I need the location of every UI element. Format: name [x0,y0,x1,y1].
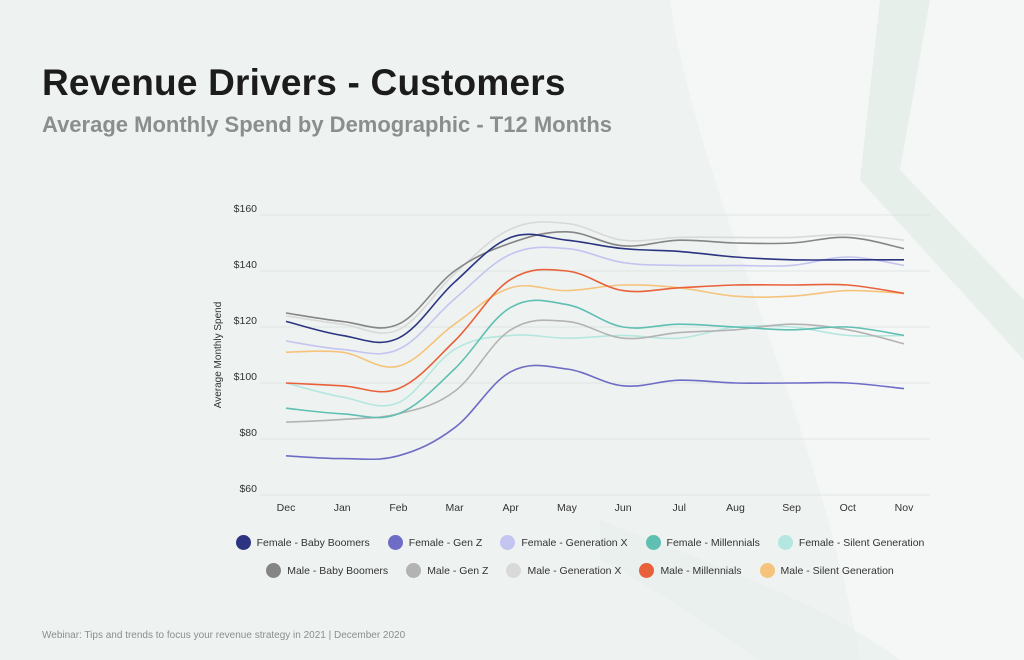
page-title: Revenue Drivers - Customers [42,62,566,103]
legend-item: Female - Gen Z [387,535,483,550]
y-tick-label: $80 [239,427,257,439]
footer-text: Webinar: Tips and trends to focus your r… [42,630,406,641]
series-line-female-generation-x [285,246,905,355]
legend-item: Male - Silent Generation [759,563,894,578]
x-tick-label: Jan [334,502,351,514]
legend-label: Male - Gen Z [427,564,489,577]
series-line-male-millennials [285,268,905,393]
y-tick-label: $160 [234,203,258,215]
legend-label: Female - Generation X [521,536,628,549]
series-line-male-baby-boomers [285,230,905,329]
line-chart: $60 $80 $100 $120 $140 $160 Dec Jan Feb Mar Apr May… [213,203,930,514]
legend-label: Male - Generation X [527,564,622,577]
legend-label: Male - Millennials [660,564,742,577]
series-line-male-silent-generation [285,284,905,368]
series-line-male-generation-x [285,221,905,334]
legend-item: Female - Millennials [645,535,760,550]
x-tick-label: Aug [726,502,745,514]
x-tick-label: Feb [389,502,407,514]
legend-item: Male - Baby Boomers [266,563,388,578]
y-tick-label: $100 [234,371,258,383]
y-axis-label: Average Monthly Spend [213,302,224,409]
legend-label: Female - Silent Generation [798,536,925,549]
x-tick-label: Sep [782,502,801,514]
legend-row-male: Male - Baby Boomers Male - Gen Z Male - Ge… [230,563,930,578]
legend-label: Female - Baby Boomers [256,536,370,549]
legend-item: Female - Silent Generation [777,535,925,550]
legend-label: Male - Silent Generation [780,564,894,577]
legend-item: Male - Gen Z [406,563,488,578]
legend-swatch [759,563,775,578]
y-tick-label: $140 [234,259,258,271]
x-tick-label: Oct [840,502,856,514]
legend-item: Male - Millennials [639,563,742,578]
y-tick-label: $120 [234,315,258,327]
legend-swatch [500,535,516,550]
legend-swatch [639,563,655,578]
page-subtitle: Average Monthly Spend by Demographic - T… [42,112,613,137]
legend-swatch [266,563,282,578]
legend-swatch [235,535,251,550]
series-line-female-silent-generation [285,324,905,407]
series-line-female-millennials [285,299,905,419]
legend-label: Female - Gen Z [408,536,483,549]
legend-label: Female - Millennials [666,536,760,549]
series-line-female-gen-z [285,364,905,461]
legend-item: Male - Generation X [506,563,621,578]
legend-swatch [506,563,522,578]
series-line-female-baby-boomers [285,233,904,344]
x-tick-label: May [557,502,578,514]
legend-swatch [406,563,422,578]
x-tick-label: Mar [445,502,464,514]
x-tick-label: Jun [615,502,632,514]
legend-swatch [645,535,661,550]
y-tick-label: $60 [239,483,257,495]
legend-label: Male - Baby Boomers [287,564,389,577]
legend-item: Female - Generation X [500,535,628,550]
x-tick-label: Apr [503,502,520,514]
x-tick-label: Dec [277,502,296,514]
legend-row-female: Female - Baby Boomers Female - Gen Z Femal… [230,535,930,550]
x-tick-label: Jul [673,502,686,514]
x-tick-label: Nov [895,502,914,514]
series-line-male-gen-z [285,319,905,423]
legend-item: Female - Baby Boomers [235,535,370,550]
legend-swatch [387,535,403,550]
legend-swatch [777,535,793,550]
